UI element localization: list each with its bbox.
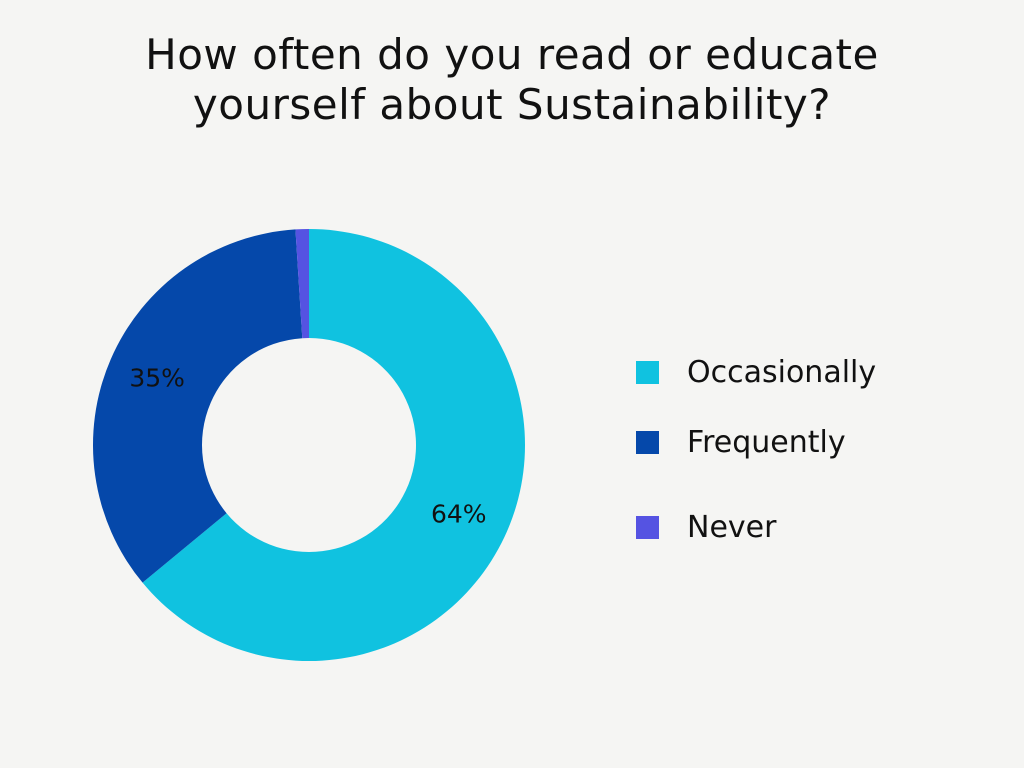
legend-label-never: Never (687, 509, 777, 545)
data-label-occasionally: 64% (431, 499, 487, 528)
legend-item-frequently: Frequently (636, 400, 876, 485)
legend-swatch-frequently (636, 431, 659, 454)
legend-label-occasionally: Occasionally (687, 354, 877, 390)
legend-swatch-never (636, 516, 659, 539)
legend-item-never: Never (636, 485, 876, 570)
slice-never (295, 229, 309, 339)
data-label-frequently: 35% (129, 363, 185, 392)
legend-item-occasionally: Occasionally (636, 345, 876, 400)
slice-frequently (92, 229, 303, 583)
legend-label-frequently: Frequently (687, 424, 846, 460)
chart-title: How often do you read or educate yoursel… (0, 30, 1024, 130)
chart-title-line-1: How often do you read or educate (145, 30, 879, 79)
chart-legend: Occasionally Frequently Never (636, 345, 876, 570)
legend-swatch-occasionally (636, 361, 659, 384)
slice-occasionally (142, 229, 525, 661)
chart-title-line-2: yourself about Sustainability? (192, 80, 832, 129)
